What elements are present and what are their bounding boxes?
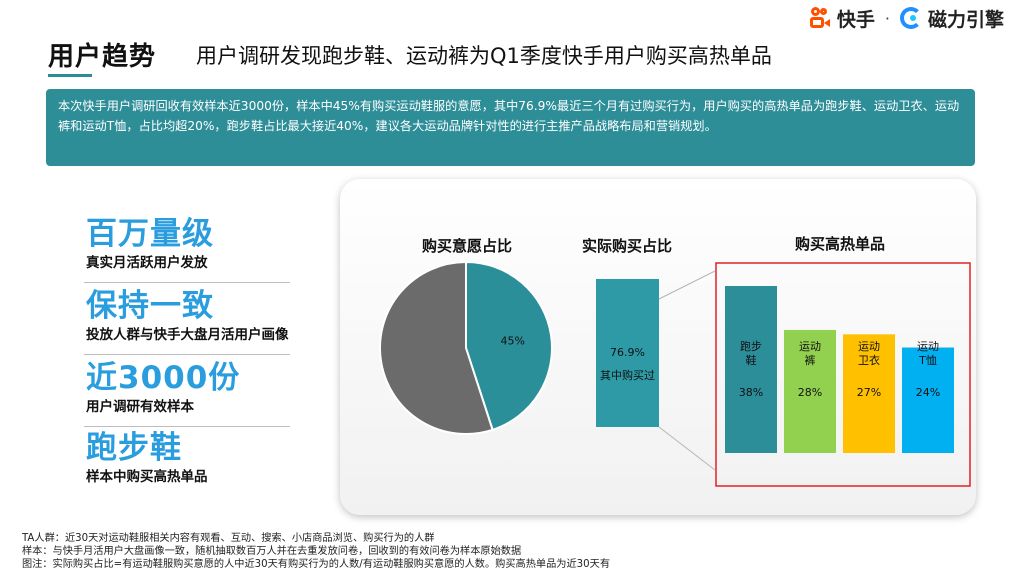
footnotes: TA人群：近30天对运动鞋服相关内容有观看、互动、搜索、小店商品浏览、购买行为的… <box>22 532 610 571</box>
hot-item-value-label: 24% <box>916 386 940 399</box>
highlight-frame <box>715 262 971 487</box>
hot-item-value-label: 38% <box>739 386 763 399</box>
hot-items-title: 购买高热单品 <box>795 235 885 253</box>
highlight-caption: 真实月活跃用户发放 <box>86 255 208 271</box>
highlight-2: 保持一致 投放人群与快手大盘月活用户画像 <box>86 288 289 344</box>
hot-item-category-label: 运动 <box>799 340 821 353</box>
page-subtitle: 用户调研发现跑步鞋、运动裤为Q1季度快手用户购买高热单品 <box>196 44 772 68</box>
highlight-3: 近3000份 用户调研有效样本 <box>86 360 240 416</box>
highlight-divider <box>84 282 290 283</box>
hot-item-category-label: 跑步 <box>740 339 762 353</box>
hot-item-value-label: 27% <box>857 386 881 399</box>
highlight-divider <box>84 426 290 427</box>
pie-slice <box>379 260 494 435</box>
hot-item-bar <box>843 334 895 453</box>
actual-bar-value-label: 76.9% <box>610 346 645 359</box>
cili-engine-logo-icon <box>899 7 922 29</box>
brand-kuaishou: 快手 <box>836 8 875 31</box>
hot-item-category-label: 裤 <box>805 353 816 367</box>
hot-item-category-label: 运动 <box>858 340 880 353</box>
actual-bar-category-label: 其中购买过 <box>600 368 655 382</box>
hot-item-bar <box>784 329 836 453</box>
brand-logos: 快手 · 磁力引擎 <box>809 6 1004 31</box>
highlight-value: 保持一致 <box>86 288 214 324</box>
pie-slice <box>465 260 553 432</box>
hot-item-bar <box>725 286 777 453</box>
pie-chart-title: 购买意愿占比 <box>422 237 512 255</box>
highlight-1: 百万量级 真实月活跃用户发放 <box>86 216 214 272</box>
highlight-caption: 用户调研有效样本 <box>86 399 194 415</box>
actual-bar-title: 实际购买占比 <box>582 237 672 255</box>
highlight-caption: 样本中购买高热单品 <box>86 469 208 485</box>
brand-cili-engine: 磁力引擎 <box>927 8 1004 31</box>
connector-line-top <box>658 270 716 300</box>
hot-item-category-label: 卫衣 <box>858 353 880 367</box>
highlight-caption: 投放人群与快手大盘月活用户画像 <box>86 327 289 343</box>
highlight-value: 跑步鞋 <box>86 430 182 466</box>
highlight-4: 跑步鞋 样本中购买高热单品 <box>86 430 208 486</box>
hot-item-value-label: 28% <box>798 386 822 399</box>
chart-panel: 购买意愿占比 45% 实际购买占比 76.9% 其中购买过 购买高热单品 跑步鞋 38% 运动裤… <box>340 179 976 515</box>
title-underline <box>48 74 92 77</box>
connector-line-bottom <box>658 426 716 471</box>
page-title: 用户趋势 <box>48 42 157 72</box>
highlight-value: 百万量级 <box>86 216 214 252</box>
pie-slice-label: 45% <box>500 335 524 348</box>
actual-bar <box>596 279 659 427</box>
hot-item-category-label: 运动 <box>917 340 939 353</box>
summary-box: 本次快手用户调研回收有效样本近3000份，样本中45%有购买运动鞋服的意愿，其中… <box>46 89 975 166</box>
highlight-divider <box>84 354 290 355</box>
brand-separator: · <box>884 8 890 28</box>
hot-item-category-label: T恤 <box>918 354 937 367</box>
footnote-ta: TA人群：近30天对运动鞋服相关内容有观看、互动、搜索、小店商品浏览、购买行为的… <box>22 533 435 544</box>
highlight-value: 近3000份 <box>86 360 241 396</box>
hot-item-bar <box>902 347 954 453</box>
footnote-caption: 图注：实际购买占比=有运动鞋服购买意愿的人中近30天有购买行为的人数/有运动鞋服… <box>22 559 611 570</box>
footnote-sample: 样本：与快手月活用户大盘画像一致，随机抽取数百万人并在去重发放问卷，回收到的有效… <box>22 546 522 557</box>
chart-svg: 购买意愿占比45%实际购买占比76.9%其中购买过购买高热单品跑步鞋38%运动裤… <box>379 235 971 487</box>
hot-item-category-label: 鞋 <box>746 353 757 367</box>
kuaishou-logo-icon <box>809 7 831 29</box>
